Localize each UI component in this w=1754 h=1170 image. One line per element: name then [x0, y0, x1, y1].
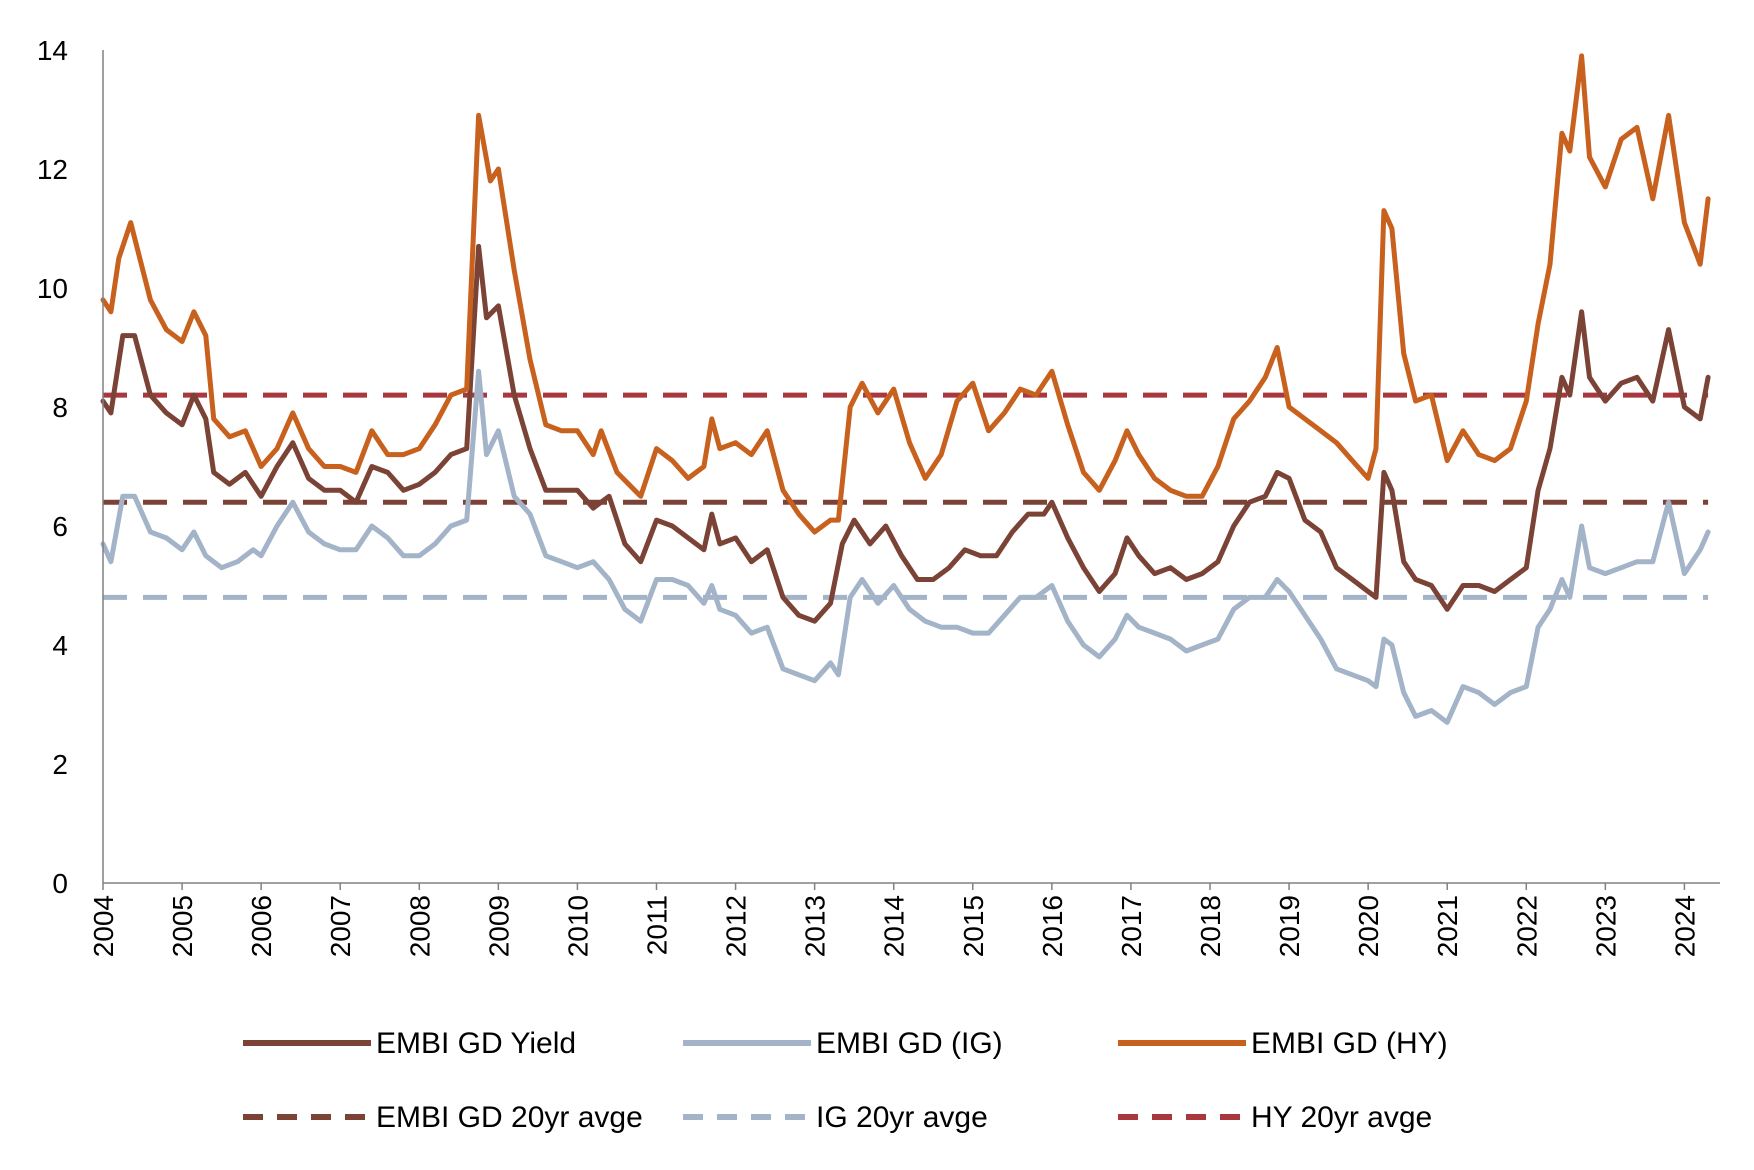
x-tick-label: 2010	[562, 895, 593, 957]
x-tick-label: 2012	[721, 895, 752, 957]
x-axis-ticks: 2004 2005 2006 2007 2008 2009 2010 2011 2012 2013…	[88, 883, 1700, 957]
x-tick-label: 2004	[88, 895, 119, 957]
legend-label: HY 20yr avge	[1251, 1101, 1432, 1134]
y-tick-label: 8	[52, 392, 68, 423]
series-line-embi-gd-hy	[100, 53, 1711, 535]
y-tick-label: 0	[52, 868, 68, 899]
series-line-embi-gd-yield	[100, 243, 1711, 624]
x-tick-label: 2023	[1590, 895, 1621, 957]
x-tick-label: 2018	[1195, 895, 1226, 957]
y-tick-label: 12	[37, 154, 68, 185]
x-tick-label: 2008	[404, 895, 435, 957]
x-tick-label: 2005	[167, 895, 198, 957]
legend-label: EMBI GD (HY)	[1251, 1027, 1448, 1060]
x-tick-label: 2017	[1116, 895, 1147, 957]
x-tick-label: 2009	[483, 895, 514, 957]
x-tick-label: 2021	[1432, 895, 1463, 957]
x-tick-label: 2020	[1353, 895, 1384, 957]
x-tick-label: 2016	[1037, 895, 1068, 957]
x-tick-label: 2022	[1511, 895, 1542, 957]
x-tick-label: 2007	[325, 895, 356, 957]
legend-label: IG 20yr avge	[816, 1101, 988, 1134]
y-tick-label: 4	[52, 630, 68, 661]
x-tick-label: 2011	[641, 895, 672, 955]
x-tick-label: 2015	[958, 895, 989, 957]
legend: EMBI GD Yield EMBI GD (IG) EMBI GD (HY) EMB…	[243, 1027, 1448, 1134]
x-tick-label: 2019	[1274, 895, 1305, 957]
legend-label: EMBI GD 20yr avge	[376, 1101, 643, 1134]
legend-label: EMBI GD Yield	[376, 1027, 576, 1060]
x-tick-label: 2013	[800, 895, 831, 957]
axes	[102, 50, 1720, 884]
series-layer	[100, 53, 1711, 725]
x-tick-label: 2024	[1669, 895, 1700, 957]
y-tick-label: 6	[52, 511, 68, 542]
y-tick-label: 2	[52, 749, 68, 780]
series-line-embi-gd-ig	[100, 368, 1711, 725]
x-tick-label: 2014	[879, 895, 910, 957]
legend-label: EMBI GD (IG)	[816, 1027, 1003, 1060]
y-tick-label: 14	[37, 35, 68, 66]
y-tick-label: 10	[37, 273, 68, 304]
y-axis-ticks: 0 2 4 6 8 10 12 14	[37, 35, 68, 899]
x-tick-label: 2006	[246, 895, 277, 957]
